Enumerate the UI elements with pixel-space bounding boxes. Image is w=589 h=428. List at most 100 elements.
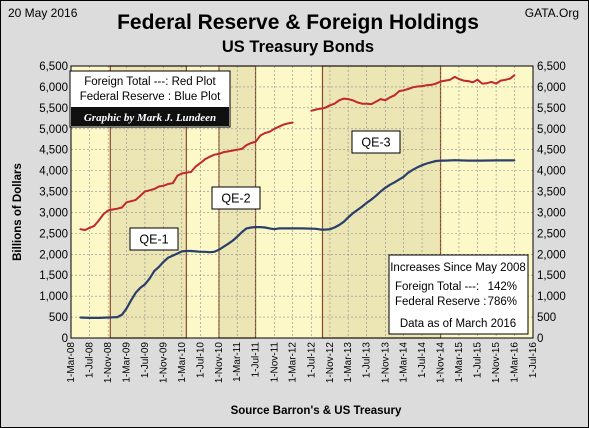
y-tick-label-left: 2,500	[39, 228, 68, 240]
data-point	[499, 79, 502, 82]
stats-fed-value: 786%	[488, 296, 517, 308]
data-point	[439, 159, 442, 162]
data-point	[324, 106, 327, 109]
data-point	[379, 98, 382, 100]
data-point	[240, 231, 243, 234]
data-point	[84, 229, 86, 231]
data-point	[245, 144, 248, 146]
data-point	[402, 89, 405, 92]
x-tick-label: 1-Nov-13	[380, 342, 391, 384]
legend-box: Foreign Total ---: Red Plot Federal Rese…	[69, 70, 231, 128]
stats-fed-label: Federal Reserve :	[395, 296, 486, 308]
x-tick-label: 1-Jul-12	[306, 342, 317, 379]
data-point	[125, 307, 128, 310]
data-point	[329, 228, 331, 231]
data-point	[462, 79, 465, 82]
x-tick-label: 1-Jul-10	[195, 342, 206, 379]
x-tick-label: 1-Jul-14	[417, 342, 428, 379]
data-point	[384, 186, 387, 189]
data-point	[116, 316, 119, 318]
data-point	[227, 150, 230, 153]
data-point	[218, 152, 220, 155]
x-tick-label: 1-Mar-09	[121, 342, 132, 383]
data-point	[278, 125, 280, 128]
y-tick-label-right: 1,000	[537, 291, 566, 303]
data-point	[504, 159, 507, 162]
y-tick-label-right: 3,000	[537, 207, 566, 219]
data-point	[453, 159, 456, 162]
data-point	[495, 82, 498, 85]
data-point	[259, 226, 262, 229]
data-point	[88, 227, 91, 229]
data-point	[342, 220, 345, 223]
data-point	[411, 168, 414, 171]
y-tick-label-left: 1,000	[39, 291, 68, 303]
data-point	[121, 313, 124, 316]
data-point	[79, 316, 82, 319]
data-point	[144, 190, 146, 193]
data-point	[134, 291, 137, 294]
data-point	[153, 270, 156, 272]
data-point	[379, 190, 382, 193]
data-point	[121, 206, 124, 209]
data-point	[278, 227, 280, 230]
stats-frame	[388, 254, 529, 335]
data-point	[273, 228, 276, 231]
data-point	[361, 205, 364, 208]
data-point	[351, 99, 354, 102]
y-tick-label-right: 6,500	[537, 61, 566, 73]
data-point	[148, 189, 151, 192]
data-point	[347, 98, 350, 100]
data-point	[208, 155, 211, 158]
plot-border	[70, 65, 534, 339]
legend-foreign-text: Foreign Total ---: Red Plot	[84, 76, 216, 88]
data-point	[291, 121, 294, 124]
data-point	[171, 254, 174, 257]
y-tick-label-right: 1,500	[537, 270, 566, 282]
y-tick-label-left: 0	[62, 333, 68, 345]
x-tick-label: 1-Nov-08	[103, 342, 114, 384]
data-point	[324, 228, 327, 231]
y-tick-label-right: 6,000	[537, 82, 566, 94]
y-tick-label-right: 4,500	[537, 145, 566, 157]
data-point	[402, 175, 405, 178]
data-point	[176, 252, 179, 255]
data-point	[407, 88, 410, 90]
data-point	[236, 235, 239, 238]
y-tick-label-left: 2,000	[39, 249, 68, 261]
qe-label-box	[129, 227, 179, 251]
data-point	[388, 183, 391, 186]
data-point	[264, 132, 267, 134]
data-point	[125, 201, 128, 204]
data-point	[250, 226, 253, 229]
data-point	[157, 265, 160, 268]
data-point	[199, 250, 202, 253]
x-tick-label: 1-Mar-11	[232, 342, 243, 382]
data-point	[416, 166, 419, 169]
data-point	[393, 181, 396, 184]
data-point	[319, 107, 322, 110]
data-point	[130, 299, 133, 302]
stats-heading: Increases Since May 2008	[390, 262, 526, 274]
data-point	[139, 286, 142, 289]
data-point	[273, 127, 276, 130]
data-point	[180, 172, 183, 175]
x-tick-label: 1-Jul-15	[472, 342, 483, 379]
data-point	[194, 165, 197, 168]
data-point	[259, 134, 262, 137]
data-point	[287, 122, 290, 125]
x-tick-label: 1-Nov-15	[491, 342, 502, 384]
series-foreign-total	[79, 74, 516, 231]
data-point	[407, 171, 410, 174]
data-point	[301, 227, 303, 230]
qe-label-text: QE-3	[361, 136, 390, 150]
y-axis-right: 0 500 1,000 1,500 2,000 2,500 3,000 3,500 4,000 4…	[537, 61, 566, 345]
data-point	[144, 283, 146, 286]
data-point	[162, 184, 165, 187]
data-point	[393, 94, 396, 97]
data-point	[375, 100, 377, 103]
data-point	[199, 162, 202, 164]
data-point	[430, 83, 433, 86]
y-tick-label-right: 2,500	[537, 228, 566, 240]
data-point	[213, 153, 216, 156]
